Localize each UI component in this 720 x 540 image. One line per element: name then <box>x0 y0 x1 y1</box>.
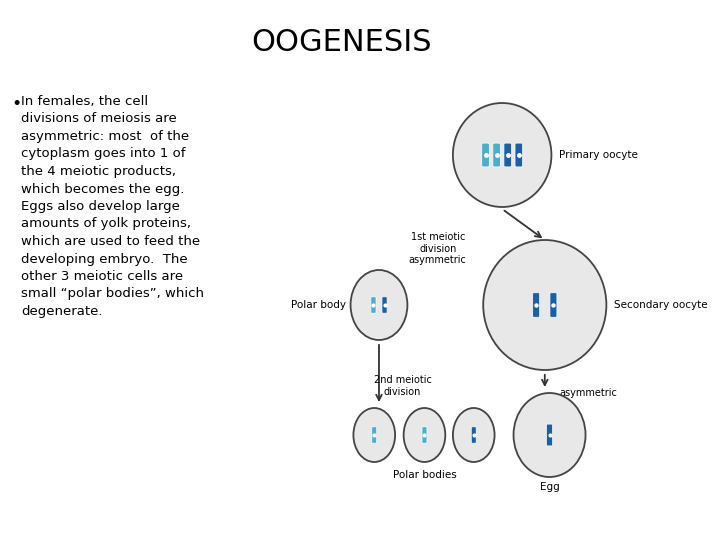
FancyBboxPatch shape <box>550 293 557 317</box>
Text: 2nd meiotic
division: 2nd meiotic division <box>374 375 431 396</box>
Text: Polar bodies: Polar bodies <box>392 470 456 480</box>
Ellipse shape <box>513 393 585 477</box>
Ellipse shape <box>404 408 445 462</box>
FancyBboxPatch shape <box>482 143 490 167</box>
Text: In females, the cell
divisions of meiosis are
asymmetric: most  of the
cytoplasm: In females, the cell divisions of meiosi… <box>21 95 204 318</box>
Text: •: • <box>12 95 22 113</box>
FancyBboxPatch shape <box>372 427 377 443</box>
FancyBboxPatch shape <box>422 427 427 443</box>
Text: Primary oocyte: Primary oocyte <box>559 150 638 160</box>
FancyBboxPatch shape <box>533 293 540 317</box>
Ellipse shape <box>354 408 395 462</box>
Text: 1st meiotic
division
asymmetric: 1st meiotic division asymmetric <box>409 232 467 265</box>
Text: Polar body: Polar body <box>291 300 346 310</box>
Ellipse shape <box>483 240 606 370</box>
Text: Egg: Egg <box>540 482 559 492</box>
FancyBboxPatch shape <box>504 143 511 167</box>
FancyBboxPatch shape <box>546 424 552 446</box>
Text: asymmetric: asymmetric <box>559 388 617 398</box>
FancyBboxPatch shape <box>515 143 523 167</box>
Ellipse shape <box>351 270 408 340</box>
FancyBboxPatch shape <box>472 427 476 443</box>
Text: OOGENESIS: OOGENESIS <box>251 28 431 57</box>
FancyBboxPatch shape <box>371 297 376 313</box>
FancyBboxPatch shape <box>493 143 500 167</box>
FancyBboxPatch shape <box>382 297 387 313</box>
Ellipse shape <box>453 103 552 207</box>
Ellipse shape <box>453 408 495 462</box>
Text: Secondary oocyte: Secondary oocyte <box>614 300 708 310</box>
